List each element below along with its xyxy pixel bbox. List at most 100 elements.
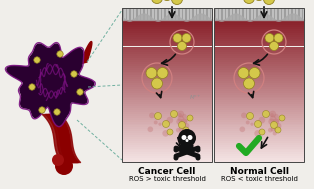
Text: ROS > toxic threshold: ROS > toxic threshold <box>128 176 205 182</box>
Bar <box>122 150 212 152</box>
Bar <box>122 19 212 22</box>
Bar <box>214 143 304 145</box>
Circle shape <box>173 33 182 43</box>
Bar <box>298 8 300 20</box>
Bar <box>122 16 212 18</box>
Bar <box>164 8 166 20</box>
Circle shape <box>269 111 276 118</box>
Bar <box>214 83 304 85</box>
Bar <box>291 8 293 20</box>
Bar <box>122 133 212 135</box>
Circle shape <box>176 128 181 132</box>
Bar <box>122 137 212 139</box>
Bar <box>122 25 212 27</box>
Bar <box>214 87 304 89</box>
Text: Normal Cell: Normal Cell <box>230 167 289 176</box>
Circle shape <box>148 126 153 132</box>
Bar <box>122 156 212 158</box>
Bar <box>122 139 212 141</box>
Bar <box>122 48 212 50</box>
Circle shape <box>253 0 264 1</box>
Circle shape <box>174 156 178 160</box>
Bar <box>214 48 304 50</box>
Bar <box>252 8 254 20</box>
Bar <box>214 135 304 137</box>
Bar <box>139 8 141 20</box>
Circle shape <box>177 42 187 50</box>
Circle shape <box>163 121 170 128</box>
Bar <box>122 87 212 89</box>
Circle shape <box>246 112 253 119</box>
Bar <box>122 89 212 91</box>
Bar <box>214 10 304 12</box>
Bar <box>214 108 304 110</box>
Bar <box>214 89 304 91</box>
Bar <box>214 150 304 152</box>
Bar <box>136 8 138 20</box>
Bar <box>209 8 211 20</box>
Circle shape <box>174 147 178 153</box>
Bar <box>263 8 265 20</box>
Bar <box>122 125 212 127</box>
Bar <box>214 22 304 23</box>
Bar <box>122 45 212 46</box>
Circle shape <box>171 111 177 118</box>
Circle shape <box>268 119 275 125</box>
Bar <box>122 127 212 129</box>
Polygon shape <box>80 42 92 64</box>
Bar <box>225 8 226 20</box>
Bar <box>242 8 244 20</box>
Bar <box>122 70 212 71</box>
Circle shape <box>183 119 187 123</box>
Bar <box>122 23 212 25</box>
Bar <box>214 52 304 54</box>
Bar <box>122 106 212 108</box>
Bar <box>122 95 212 97</box>
Circle shape <box>182 128 185 131</box>
Bar <box>122 152 212 154</box>
Circle shape <box>263 0 274 5</box>
Bar <box>122 29 212 31</box>
Bar <box>214 137 304 139</box>
Circle shape <box>273 131 277 136</box>
Circle shape <box>77 89 83 95</box>
Bar <box>214 93 304 95</box>
Bar <box>122 110 212 112</box>
Circle shape <box>196 156 201 160</box>
Bar <box>122 147 212 149</box>
Bar <box>214 104 304 106</box>
Circle shape <box>258 117 265 123</box>
Bar <box>122 145 212 147</box>
Bar <box>280 8 282 20</box>
Bar <box>214 118 304 120</box>
Bar <box>214 41 304 43</box>
Bar <box>214 66 304 68</box>
Circle shape <box>178 116 184 122</box>
Circle shape <box>279 115 285 121</box>
Circle shape <box>149 112 155 118</box>
Bar <box>122 52 212 54</box>
Bar <box>214 62 304 64</box>
Bar <box>214 125 304 127</box>
Bar <box>178 8 180 20</box>
Circle shape <box>158 123 162 126</box>
Bar <box>256 8 258 20</box>
Bar <box>214 29 304 31</box>
Bar <box>214 127 304 129</box>
Bar <box>122 37 212 39</box>
Circle shape <box>246 121 250 124</box>
Circle shape <box>154 112 161 119</box>
Bar <box>122 79 212 81</box>
Bar <box>218 8 219 20</box>
Bar <box>246 8 247 20</box>
Circle shape <box>183 127 189 133</box>
Bar <box>214 70 304 71</box>
Bar <box>129 8 131 20</box>
Bar <box>214 16 304 18</box>
Bar <box>214 79 304 81</box>
Bar <box>122 8 212 162</box>
Circle shape <box>275 127 281 133</box>
Bar <box>122 71 212 74</box>
Circle shape <box>157 67 168 78</box>
Bar <box>122 100 212 102</box>
